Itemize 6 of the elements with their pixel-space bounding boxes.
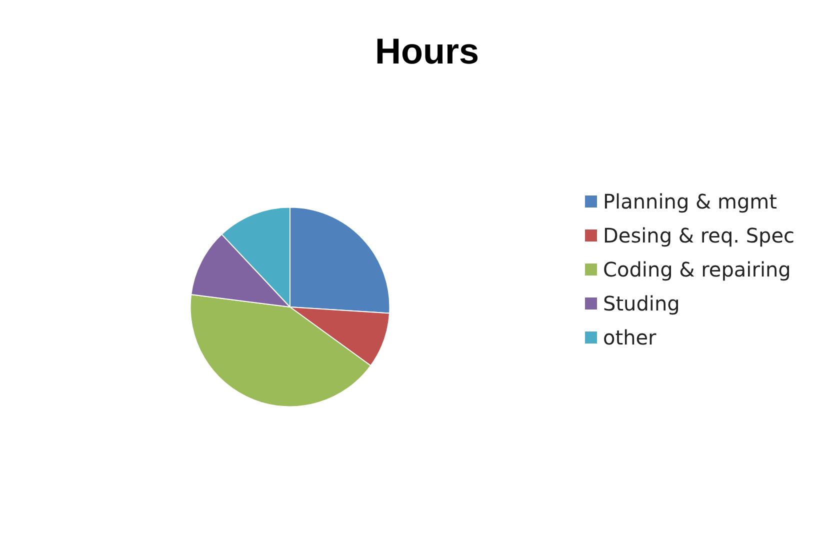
legend-label: Desing & req. Spec [603, 224, 795, 248]
legend-label: Coding & repairing [603, 258, 791, 282]
legend-label: other [603, 326, 658, 350]
legend-label: Planning & mgmt [603, 190, 778, 214]
legend-label: Studing [603, 292, 680, 316]
chart-title: Hours [374, 30, 480, 72]
